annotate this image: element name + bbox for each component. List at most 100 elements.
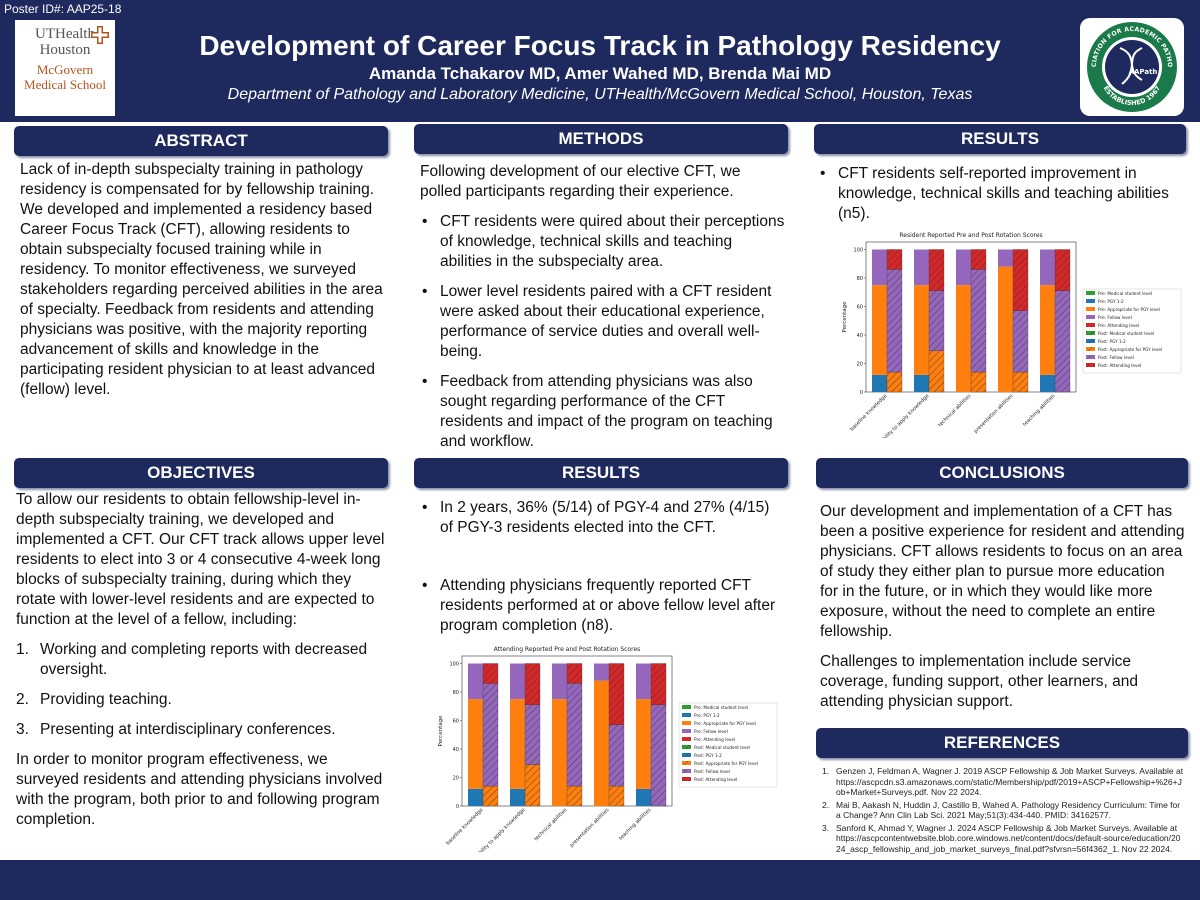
- y-tick-label: 80: [857, 276, 863, 282]
- legend-swatch: [682, 769, 691, 773]
- poster-id: Poster ID#: AAP25-18: [4, 2, 122, 16]
- bar-post: [970, 371, 987, 393]
- legend-swatch: [1086, 291, 1095, 295]
- objectives-intro: To allow our residents to obtain fellows…: [16, 491, 385, 628]
- x-tick-label: presentation abilities: [973, 393, 1015, 435]
- objectives-item: 1. Working and completing reports with de…: [16, 641, 368, 678]
- bar-post: [928, 350, 945, 393]
- legend-label: Pre: PGY 1-2: [1098, 299, 1124, 304]
- bar-post: [524, 764, 541, 807]
- bar-pre: [872, 249, 887, 286]
- bar-post: [608, 724, 625, 787]
- bar-pre: [998, 266, 1013, 392]
- legend-swatch: [1086, 323, 1095, 327]
- legend-swatch: [682, 737, 691, 741]
- abstract-text: Lack of in-depth subspecialty training i…: [20, 161, 383, 398]
- methods-heading: METHODS: [414, 124, 788, 154]
- aapath-center-text: AAPath: [1129, 68, 1158, 76]
- legend-label: Post: Medical student level: [1098, 331, 1154, 336]
- legend-box: [678, 702, 778, 788]
- legend-swatch: [682, 721, 691, 725]
- legend-label: Pre: Attending level: [694, 737, 735, 742]
- references-list: 1. Genzen J, Feldman A, Wagner J. 2019 AS…: [822, 766, 1184, 856]
- legend-label: Pre: Appropriate for PGY level: [1098, 307, 1160, 312]
- methods-body: Following development of our elective CF…: [420, 162, 786, 459]
- methods-bullet: • Lower level residents paired with a CFT…: [422, 283, 772, 360]
- y-tick-label: 80: [453, 690, 459, 696]
- bar-pre: [872, 374, 887, 392]
- x-tick-label: presentation abilities: [569, 807, 611, 849]
- bar-pre: [510, 663, 525, 700]
- legend-label: Pre: Appropriate for PGY level: [694, 721, 756, 726]
- conclusions-paragraph: Challenges to implementation include ser…: [820, 653, 1138, 710]
- bar-post: [1012, 249, 1029, 311]
- methods-bullet: • CFT residents were quired about their p…: [422, 213, 785, 270]
- legend-swatch: [682, 705, 691, 709]
- methods-list: • CFT residents were quired about their p…: [420, 212, 786, 452]
- bar-post: [650, 663, 667, 705]
- reference-item: 1. Genzen J, Feldman A, Wagner J. 2019 AS…: [822, 766, 1184, 797]
- poster-affiliation: Department of Pathology and Laboratory M…: [227, 86, 973, 103]
- bar-post: [970, 269, 987, 373]
- legend-label: Post: PGY 1-2: [1098, 339, 1126, 344]
- bar-pre: [468, 788, 483, 806]
- bar-post: [608, 785, 625, 807]
- objectives-item: 3. Presenting at interdisciplinary confer…: [16, 721, 336, 738]
- y-tick-label: 60: [453, 719, 459, 725]
- bar-post: [886, 269, 903, 373]
- poster-header: Poster ID#: AAP25-18 UTHealth Houston Mc…: [0, 0, 1200, 122]
- bar-post: [1054, 249, 1071, 291]
- bar-pre: [1040, 285, 1055, 375]
- conclusions-heading: CONCLUSIONS: [816, 458, 1188, 488]
- legend-label: Pre: Medical student level: [694, 705, 748, 710]
- logo-line-mcgovern: McGovern: [36, 62, 94, 77]
- y-tick-label: 100: [449, 662, 459, 668]
- legend-swatch: [682, 729, 691, 733]
- abstract-heading: ABSTRACT: [14, 126, 388, 156]
- conclusions-paragraph: Our development and implementation of a …: [820, 503, 1185, 640]
- objectives-body: To allow our residents to obtain fellows…: [16, 490, 388, 830]
- legend-swatch: [1086, 315, 1095, 319]
- bar-pre: [636, 788, 651, 806]
- bar-pre: [914, 249, 929, 286]
- x-tick-label: baseline knowledge: [849, 393, 888, 432]
- x-tick-label: ability to apply knowledge: [880, 393, 931, 438]
- legend-label: Post: Appropriate for PGY level: [1098, 347, 1162, 352]
- y-tick-label: 20: [857, 362, 863, 368]
- x-tick-label: technical abilities: [533, 807, 568, 842]
- bar-post: [886, 371, 903, 393]
- bar-pre: [594, 663, 609, 681]
- legend-label: Pre: Attending level: [1098, 323, 1139, 328]
- conclusions-body: Our development and implementation of a …: [820, 502, 1186, 712]
- results-mid-bullet: • In 2 years, 36% (5/14) of PGY-4 and 27%…: [422, 499, 770, 536]
- objectives-item: 2. Providing teaching.: [16, 691, 172, 708]
- resident-scores-chart: Resident Reported Pre and Post Rotation …: [836, 228, 1186, 438]
- bar-pre: [552, 699, 567, 806]
- bar-pre: [468, 663, 483, 700]
- poster-authors: Amanda Tchakarov MD, Amer Wahed MD, Bren…: [368, 64, 832, 83]
- uthealth-mark-icon: [91, 26, 109, 44]
- bar-pre: [956, 285, 971, 392]
- bar-pre: [914, 285, 929, 375]
- bar-pre: [510, 699, 525, 789]
- bar-post: [566, 663, 583, 684]
- chart-title: Attending Reported Pre and Post Rotation…: [494, 646, 641, 653]
- legend-swatch: [682, 761, 691, 765]
- bar-post: [970, 249, 987, 270]
- bar-post: [524, 704, 541, 765]
- bar-post: [1012, 371, 1029, 393]
- logo-line-medical-school: Medical School: [24, 77, 106, 92]
- legend-label: Post: PGY 1-2: [694, 753, 722, 758]
- aapath-logo: ASSOCIATION FOR ACADEMIC PATHOLOGY ESTAB…: [1077, 13, 1184, 116]
- chart-title: Resident Reported Pre and Post Rotation …: [899, 232, 1042, 239]
- x-tick-label: teaching abilities: [1022, 393, 1057, 428]
- uthealth-logo: UTHealth Houston McGovern Medical School: [15, 20, 115, 116]
- poster-title: Development of Career Focus Track in Pat…: [199, 30, 1001, 61]
- y-axis-label: Percentage: [842, 301, 848, 333]
- bar-post: [1012, 310, 1029, 373]
- y-tick-label: 20: [453, 776, 459, 782]
- legend-swatch: [682, 753, 691, 757]
- y-tick-label: 60: [857, 305, 863, 311]
- legend-swatch: [682, 713, 691, 717]
- aapath-seal-icon: ASSOCIATION FOR ACADEMIC PATHOLOGY ESTAB…: [1077, 13, 1177, 112]
